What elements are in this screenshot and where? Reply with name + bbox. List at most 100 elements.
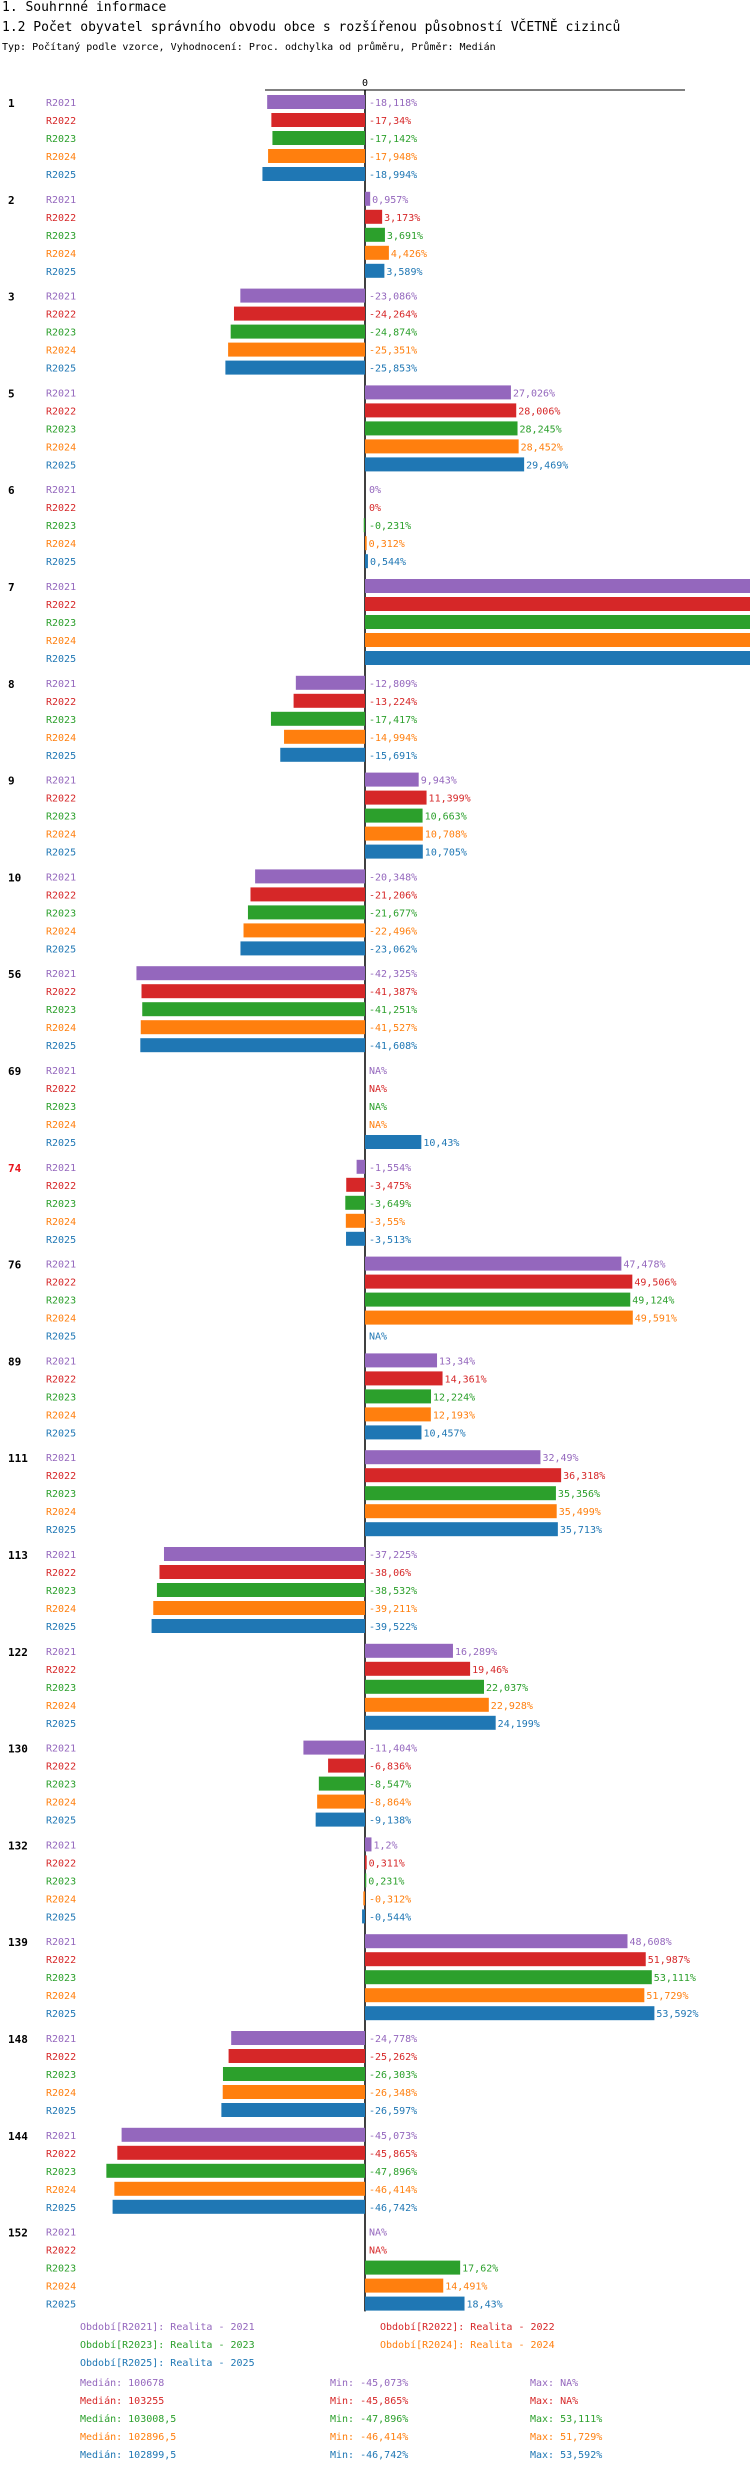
series-label: R2023 bbox=[46, 521, 76, 532]
data-label: 32,49% bbox=[542, 1453, 578, 1464]
data-label: 49,124% bbox=[632, 1296, 674, 1307]
data-label: 10,705% bbox=[425, 848, 467, 859]
series-label: R2023 bbox=[46, 1296, 76, 1307]
series-label: R2022 bbox=[46, 1955, 76, 1966]
data-label: -21,206% bbox=[369, 890, 417, 901]
bar bbox=[136, 966, 365, 981]
legend-max: Max: NA% bbox=[530, 2378, 578, 2389]
legend-min: Min: -45,865% bbox=[330, 2396, 408, 2407]
series-label: R2025 bbox=[46, 654, 76, 665]
data-label: 24,199% bbox=[498, 1719, 540, 1730]
bar bbox=[121, 2127, 365, 2142]
bar bbox=[365, 1988, 645, 2003]
data-label: -8,547% bbox=[369, 1780, 411, 1791]
bar bbox=[141, 984, 365, 999]
data-label: 36,318% bbox=[563, 1471, 605, 1482]
bar bbox=[365, 808, 423, 823]
data-label: -11,404% bbox=[369, 1744, 417, 1755]
bar bbox=[255, 869, 365, 884]
series-label: R2021 bbox=[46, 1937, 76, 1948]
bar bbox=[365, 1450, 541, 1465]
bar bbox=[247, 905, 365, 920]
bar bbox=[365, 597, 750, 611]
legend-min: Min: -46,414% bbox=[330, 2432, 408, 2443]
bar bbox=[365, 844, 423, 859]
data-label: 28,245% bbox=[520, 424, 562, 435]
series-label: R2023 bbox=[46, 328, 76, 339]
data-label: 22,037% bbox=[486, 1683, 528, 1694]
data-label: NA% bbox=[369, 2246, 387, 2257]
bar bbox=[365, 1837, 372, 1852]
bar bbox=[159, 1565, 365, 1579]
series-label: R2021 bbox=[46, 1453, 76, 1464]
data-label: -45,073% bbox=[369, 2131, 417, 2142]
legend-max: Max: 53,111% bbox=[530, 2414, 602, 2425]
bar bbox=[233, 306, 365, 321]
data-label: 18,43% bbox=[467, 2300, 503, 2311]
bar bbox=[153, 1601, 365, 1615]
series-label: R2023 bbox=[46, 1876, 76, 1887]
data-label: 53,592% bbox=[656, 2009, 698, 2020]
series-label: R2023 bbox=[46, 1392, 76, 1403]
group-label: 144 bbox=[8, 2130, 28, 2143]
data-label: -3,475% bbox=[369, 1181, 411, 1192]
bar bbox=[346, 1177, 365, 1192]
series-label: R2022 bbox=[46, 1374, 76, 1385]
data-label: 0,957% bbox=[372, 195, 408, 206]
data-label: 3,173% bbox=[384, 213, 420, 224]
chart-subtitle: Typ: Počítaný podle vzorce, Vyhodnocení:… bbox=[2, 42, 496, 53]
data-label: NA% bbox=[369, 2228, 387, 2239]
series-label: R2023 bbox=[46, 1586, 76, 1597]
data-label: -20,348% bbox=[369, 872, 417, 883]
bar bbox=[293, 693, 365, 708]
group-label: 6 bbox=[8, 484, 15, 497]
data-label: 35,356% bbox=[558, 1489, 600, 1500]
series-label: R2025 bbox=[46, 944, 76, 955]
data-label: -39,522% bbox=[369, 1622, 417, 1633]
data-label: -17,34% bbox=[369, 116, 411, 127]
legend-median: Medián: 100678 bbox=[80, 2377, 164, 2389]
bar bbox=[262, 167, 365, 181]
chart-title: 1.2 Počet obyvatel správního obvodu obce… bbox=[2, 20, 621, 35]
bar bbox=[271, 113, 365, 127]
series-label: R2025 bbox=[46, 1912, 76, 1923]
bar bbox=[240, 941, 365, 956]
group-label: 148 bbox=[8, 2033, 28, 2046]
series-label: R2021 bbox=[46, 2131, 76, 2142]
group-label: 111 bbox=[8, 1452, 28, 1465]
series-label: R2023 bbox=[46, 1683, 76, 1694]
data-label: 3,589% bbox=[386, 267, 422, 278]
data-label: -8,864% bbox=[369, 1798, 411, 1809]
data-label: 14,361% bbox=[445, 1374, 487, 1385]
data-label: 28,006% bbox=[518, 406, 560, 417]
data-label: 0,311% bbox=[369, 1858, 405, 1869]
data-label: -45,865% bbox=[369, 2149, 417, 2160]
bar bbox=[365, 1371, 443, 1386]
series-label: R2022 bbox=[46, 600, 76, 611]
series-label: R2021 bbox=[46, 1840, 76, 1851]
bar bbox=[365, 1407, 431, 1422]
bar bbox=[250, 887, 365, 902]
legend-min: Min: -46,742% bbox=[330, 2450, 408, 2461]
series-label: R2021 bbox=[46, 2228, 76, 2239]
series-label: R2022 bbox=[46, 1762, 76, 1773]
data-label: 19,46% bbox=[472, 1665, 508, 1676]
series-label: R2022 bbox=[46, 1084, 76, 1095]
series-label: R2021 bbox=[46, 872, 76, 883]
series-label: R2022 bbox=[46, 697, 76, 708]
data-label: NA% bbox=[369, 1102, 387, 1113]
series-label: R2021 bbox=[46, 2034, 76, 2045]
series-label: R2021 bbox=[46, 195, 76, 206]
series-label: R2021 bbox=[46, 969, 76, 980]
data-label: NA% bbox=[369, 1332, 387, 1343]
legend-min: Min: -45,073% bbox=[330, 2378, 408, 2389]
data-label: -15,691% bbox=[369, 751, 417, 762]
data-label: 9,943% bbox=[421, 776, 457, 787]
bar bbox=[365, 1274, 633, 1289]
bar bbox=[365, 1256, 622, 1271]
data-label: -38,06% bbox=[369, 1568, 411, 1579]
data-label: -41,608% bbox=[369, 1041, 417, 1052]
bar bbox=[365, 421, 518, 436]
data-label: 10,663% bbox=[425, 812, 467, 823]
